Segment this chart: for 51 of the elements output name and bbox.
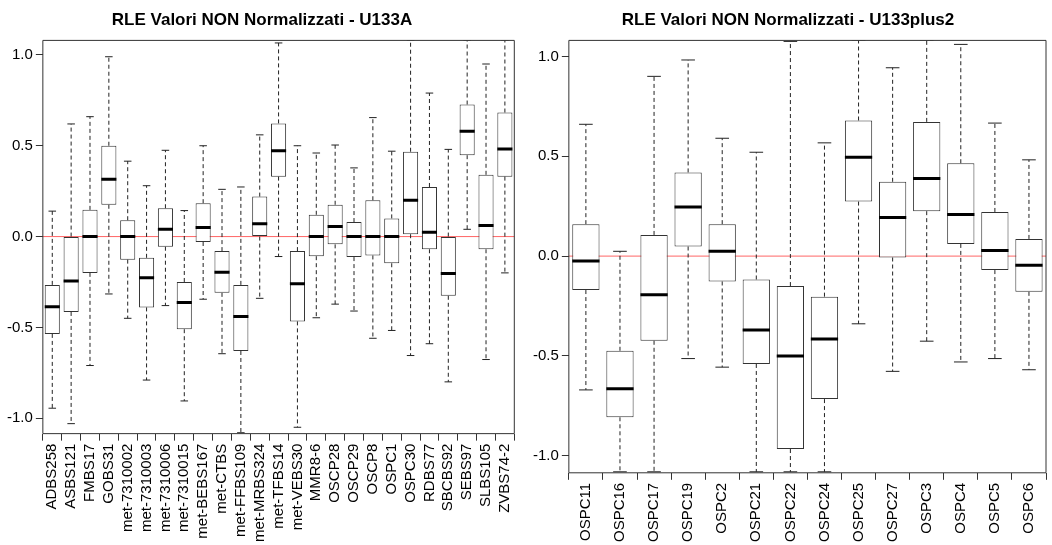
x-tick-label: RDBS77 — [419, 443, 437, 502]
x-tick-label: OSPC24 — [814, 482, 832, 543]
x-tick-label: OSPC21 — [746, 482, 764, 543]
x-tick-label: met-MRBS324 — [249, 443, 267, 543]
x-tick-label: met-TFBS14 — [268, 443, 286, 529]
x-tick-label: SLBS105 — [476, 443, 494, 508]
x-tick-label: OSPC19 — [678, 482, 696, 543]
y-tick-label: -1.0 — [532, 445, 559, 463]
y-tick-label: 1.0 — [537, 46, 559, 64]
chart-title: RLE Valori NON Normalizzati - U133A — [111, 9, 413, 29]
x-tick-label: ADBS258 — [42, 443, 60, 510]
x-tick-label: OSPC16 — [610, 482, 628, 543]
x-tick-label: ASBS121 — [61, 443, 79, 509]
x-tick-label: met-7310003 — [136, 443, 154, 533]
x-tick-label: FMBS17 — [80, 443, 98, 502]
x-tick-label: met-7310006 — [155, 443, 173, 533]
x-tick-label: MMR8-6 — [306, 443, 324, 502]
x-tick-label: met-7310015 — [174, 443, 192, 533]
x-tick-label: met-BEBS167 — [193, 443, 211, 539]
x-tick-label: OSPC17 — [644, 482, 662, 543]
x-tick-label: OSPC25 — [848, 482, 866, 543]
x-tick-label: met-VEBS30 — [287, 443, 305, 531]
x-tick-label: OSPC11 — [576, 482, 594, 541]
x-tick-label: OSCP29 — [344, 443, 362, 503]
chart-title: RLE Valori NON Normalizzati - U133plus2 — [621, 9, 955, 29]
x-tick-label: OSPC2 — [712, 482, 730, 534]
x-tick-label: OSPC30 — [400, 443, 418, 503]
x-tick-label: OSPC22 — [780, 482, 798, 543]
y-tick-label: -0.5 — [6, 317, 33, 335]
x-tick-label: OSCP28 — [325, 443, 343, 503]
y-tick-label: 1.0 — [11, 45, 33, 63]
x-tick-label: SBCBS92 — [438, 443, 456, 512]
x-tick-label: OSPC4 — [950, 482, 968, 534]
x-tick-label: SEBS97 — [457, 443, 475, 501]
y-tick-label: -1.0 — [6, 408, 33, 426]
x-tick-label: GOBS31 — [98, 443, 116, 504]
x-tick-label: OSPC1 — [381, 443, 399, 495]
x-tick-label: OSPC6 — [1019, 482, 1037, 534]
x-tick-label: OSPC5 — [985, 482, 1003, 534]
y-tick-label: 0.5 — [537, 146, 559, 164]
x-tick-label: OSPC27 — [882, 482, 900, 543]
x-tick-label: met-CTBS — [212, 443, 230, 514]
y-tick-label: 0.0 — [537, 246, 559, 264]
x-tick-label: met-7310002 — [117, 443, 135, 533]
x-tick-label: met-FFBS109 — [231, 443, 248, 538]
x-tick-label: OSPC3 — [916, 482, 934, 534]
y-tick-label: 0.0 — [11, 226, 33, 244]
y-tick-label: 0.5 — [11, 135, 33, 153]
x-tick-label: ZVBS74-2 — [495, 443, 513, 513]
x-tick-label: OSCP8 — [363, 443, 381, 495]
y-tick-label: -0.5 — [532, 346, 559, 364]
